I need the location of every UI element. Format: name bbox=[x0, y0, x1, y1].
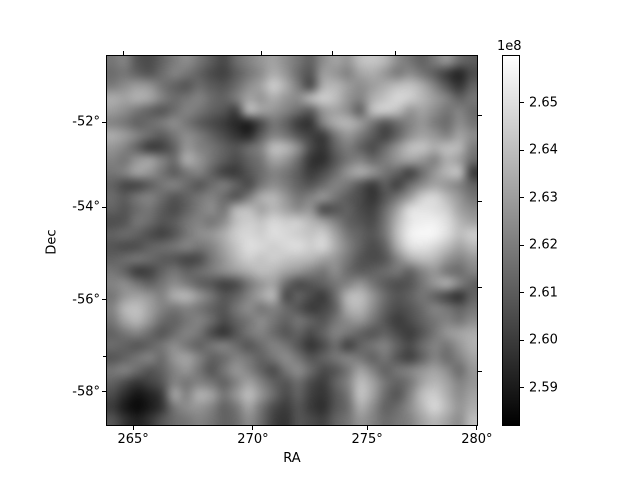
y-tick bbox=[102, 299, 106, 301]
colorbar-tick bbox=[520, 197, 524, 199]
colorbar-tick-label: 2.59 bbox=[529, 380, 558, 396]
colorbar-offset-label: 1e8 bbox=[497, 39, 522, 54]
colorbar-tick bbox=[520, 149, 524, 151]
colorbar-tick-label: 2.63 bbox=[529, 190, 558, 206]
y-tick bbox=[102, 391, 106, 393]
y-tick bbox=[102, 121, 106, 123]
top-tick bbox=[123, 51, 125, 55]
heatmap-image bbox=[106, 55, 478, 426]
x-tick bbox=[132, 426, 134, 430]
x-tick bbox=[476, 426, 478, 430]
y-tick-label: -58° bbox=[72, 384, 100, 400]
x-tick-label: 270° bbox=[237, 432, 269, 447]
colorbar-tick-label: 2.62 bbox=[529, 237, 558, 253]
colorbar-tick-label: 2.65 bbox=[529, 95, 558, 111]
x-tick bbox=[366, 426, 368, 430]
x-tick bbox=[252, 426, 254, 430]
colorbar-tick bbox=[520, 102, 524, 104]
colorbar-tick-label: 2.60 bbox=[529, 332, 558, 348]
x-axis-label: RA bbox=[283, 451, 301, 466]
right-tick bbox=[478, 287, 482, 289]
x-tick-label: 275° bbox=[351, 432, 383, 447]
colorbar-tick bbox=[520, 387, 524, 389]
top-tick bbox=[261, 51, 263, 55]
x-tick-label: 280° bbox=[461, 432, 493, 447]
top-tick bbox=[331, 51, 333, 55]
colorbar-tick bbox=[520, 339, 524, 341]
x-tick-label: 265° bbox=[117, 432, 149, 447]
y-tick-label: -56° bbox=[72, 292, 100, 308]
colorbar-tick bbox=[520, 292, 524, 294]
y-tick bbox=[102, 206, 106, 208]
colorbar bbox=[502, 55, 520, 426]
right-tick bbox=[478, 114, 482, 116]
y-minor-tick bbox=[103, 356, 106, 358]
colorbar-tick-label: 2.64 bbox=[529, 142, 558, 158]
colorbar-tick bbox=[520, 244, 524, 246]
top-tick bbox=[394, 51, 396, 55]
colorbar-tick-label: 2.61 bbox=[529, 285, 558, 301]
y-axis-label: Dec bbox=[44, 229, 60, 255]
y-tick-label: -54° bbox=[72, 199, 100, 215]
right-tick bbox=[478, 370, 482, 372]
right-tick bbox=[478, 201, 482, 203]
y-tick-label: -52° bbox=[72, 114, 100, 130]
